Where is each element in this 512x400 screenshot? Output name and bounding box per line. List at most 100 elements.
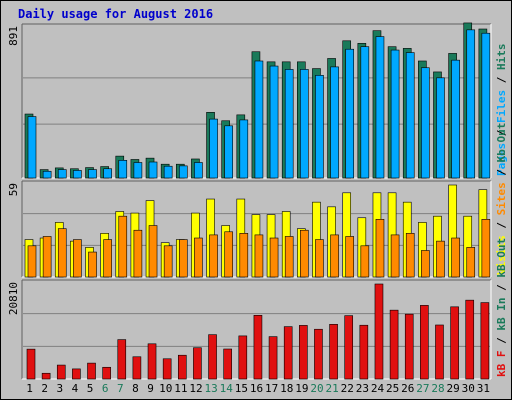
- bar-kbf: [102, 366, 111, 380]
- legend-separator: /: [495, 162, 508, 182]
- bar-sites: [436, 240, 445, 278]
- bar-sites: [148, 225, 158, 278]
- bar-files: [360, 46, 370, 179]
- legend-separator: /: [495, 123, 508, 143]
- bar-files: [300, 69, 309, 179]
- day-label: 11: [174, 382, 187, 395]
- bar-sites: [194, 237, 203, 278]
- bar-files: [466, 29, 476, 179]
- day-label: 27: [416, 382, 429, 395]
- bar-sites: [375, 219, 385, 278]
- day-label: 14: [220, 382, 234, 395]
- legend-entry: Kb Out: [495, 123, 508, 163]
- bar-files: [42, 170, 52, 179]
- day-label: 12: [189, 382, 202, 395]
- legend-entry: Pages: [495, 143, 508, 176]
- bar-files: [315, 75, 324, 179]
- bar-kbf: [132, 356, 142, 380]
- legend-separator: /: [495, 278, 508, 298]
- bar-kbf: [389, 309, 399, 380]
- legend: kB F / kB In / kB Out: [495, 238, 508, 377]
- bar-files: [481, 32, 491, 179]
- bar-kbf: [359, 324, 369, 380]
- bar-sites: [42, 236, 52, 278]
- bar-files: [73, 170, 82, 179]
- bar-sites: [27, 245, 37, 278]
- bar-sites: [481, 219, 491, 278]
- legend-entry: kB Out: [495, 238, 508, 278]
- bar-sites: [451, 237, 460, 278]
- bar-kbf: [344, 315, 354, 380]
- bar-sites: [224, 231, 233, 278]
- day-label: 18: [280, 382, 293, 395]
- bar-sites: [284, 236, 294, 278]
- bar-files: [254, 60, 264, 179]
- bar-files: [375, 36, 385, 179]
- day-label: 30: [462, 382, 475, 395]
- bar-files: [148, 161, 158, 179]
- bar-kbf: [299, 325, 308, 380]
- bar-kbf: [465, 299, 475, 380]
- day-label: 29: [447, 382, 460, 395]
- bar-files: [88, 169, 97, 179]
- bar-sites: [390, 234, 400, 278]
- bar-sites: [345, 236, 355, 278]
- page-title: Daily usage for August 2016: [18, 7, 214, 21]
- bar-kbf: [253, 315, 263, 380]
- day-label: 9: [147, 382, 154, 395]
- bar-files: [133, 162, 143, 179]
- day-label: 1: [26, 382, 33, 395]
- bar-kbf: [268, 336, 278, 380]
- bar-sites: [73, 239, 82, 278]
- bar-files: [224, 125, 233, 179]
- bar-kbf: [374, 283, 384, 380]
- bar-kbf: [314, 328, 323, 380]
- legend-separator: /: [495, 70, 508, 90]
- day-label: 10: [159, 382, 172, 395]
- chart-panel-2: 59 Visits / Sites / Kb Out: [7, 123, 508, 278]
- day-label: 21: [326, 382, 339, 395]
- day-label: 8: [132, 382, 139, 395]
- x-axis-labels: 1 2 3 4 5 6 7 8 9 10 11 12 13 14 15 16 17 18 19 20 21 22 23 24 2…: [26, 382, 490, 395]
- bar-files: [451, 59, 460, 179]
- day-label: 17: [265, 382, 278, 395]
- day-label: 13: [204, 382, 217, 395]
- bar-files: [163, 165, 173, 179]
- day-label: 28: [431, 382, 444, 395]
- bar-files: [118, 160, 128, 179]
- bar-sites: [269, 237, 279, 278]
- bar-files: [405, 52, 415, 179]
- legend-entry: Visits: [495, 235, 508, 275]
- bar-sites: [209, 234, 218, 278]
- bar-sites: [103, 239, 112, 278]
- legend-entry: Sites: [495, 182, 508, 215]
- bar-kbf: [208, 334, 217, 380]
- legend-separator: /: [495, 215, 508, 235]
- bar-sites: [330, 234, 339, 278]
- bar-sites: [239, 233, 249, 278]
- legend: Pages / Files / Hits: [495, 44, 508, 177]
- legend-entry: Hits: [495, 44, 508, 71]
- bar-files: [390, 49, 400, 179]
- bar-sites: [405, 233, 415, 278]
- bar-kbf: [193, 347, 202, 380]
- bar-files: [284, 69, 294, 179]
- day-label: 6: [102, 382, 109, 395]
- day-label: 19: [295, 382, 308, 395]
- bar-kbf: [26, 348, 36, 380]
- legend: Visits / Sites / Kb Out: [495, 123, 508, 275]
- bar-kbf: [329, 324, 338, 380]
- chart-panel-3: 20810 kB F / kB In / kB Out: [7, 238, 508, 380]
- bar-files: [345, 48, 355, 179]
- bar-files: [178, 165, 188, 179]
- bar-sites: [466, 247, 476, 278]
- y-max-label: 891: [7, 26, 20, 46]
- day-label: 2: [41, 382, 48, 395]
- bar-sites: [315, 239, 324, 278]
- legend-entry: kB F: [495, 351, 508, 378]
- bar-kbf: [117, 339, 127, 380]
- bar-sites: [178, 239, 188, 278]
- bar-sites: [133, 229, 143, 278]
- bar-kbf: [147, 343, 157, 380]
